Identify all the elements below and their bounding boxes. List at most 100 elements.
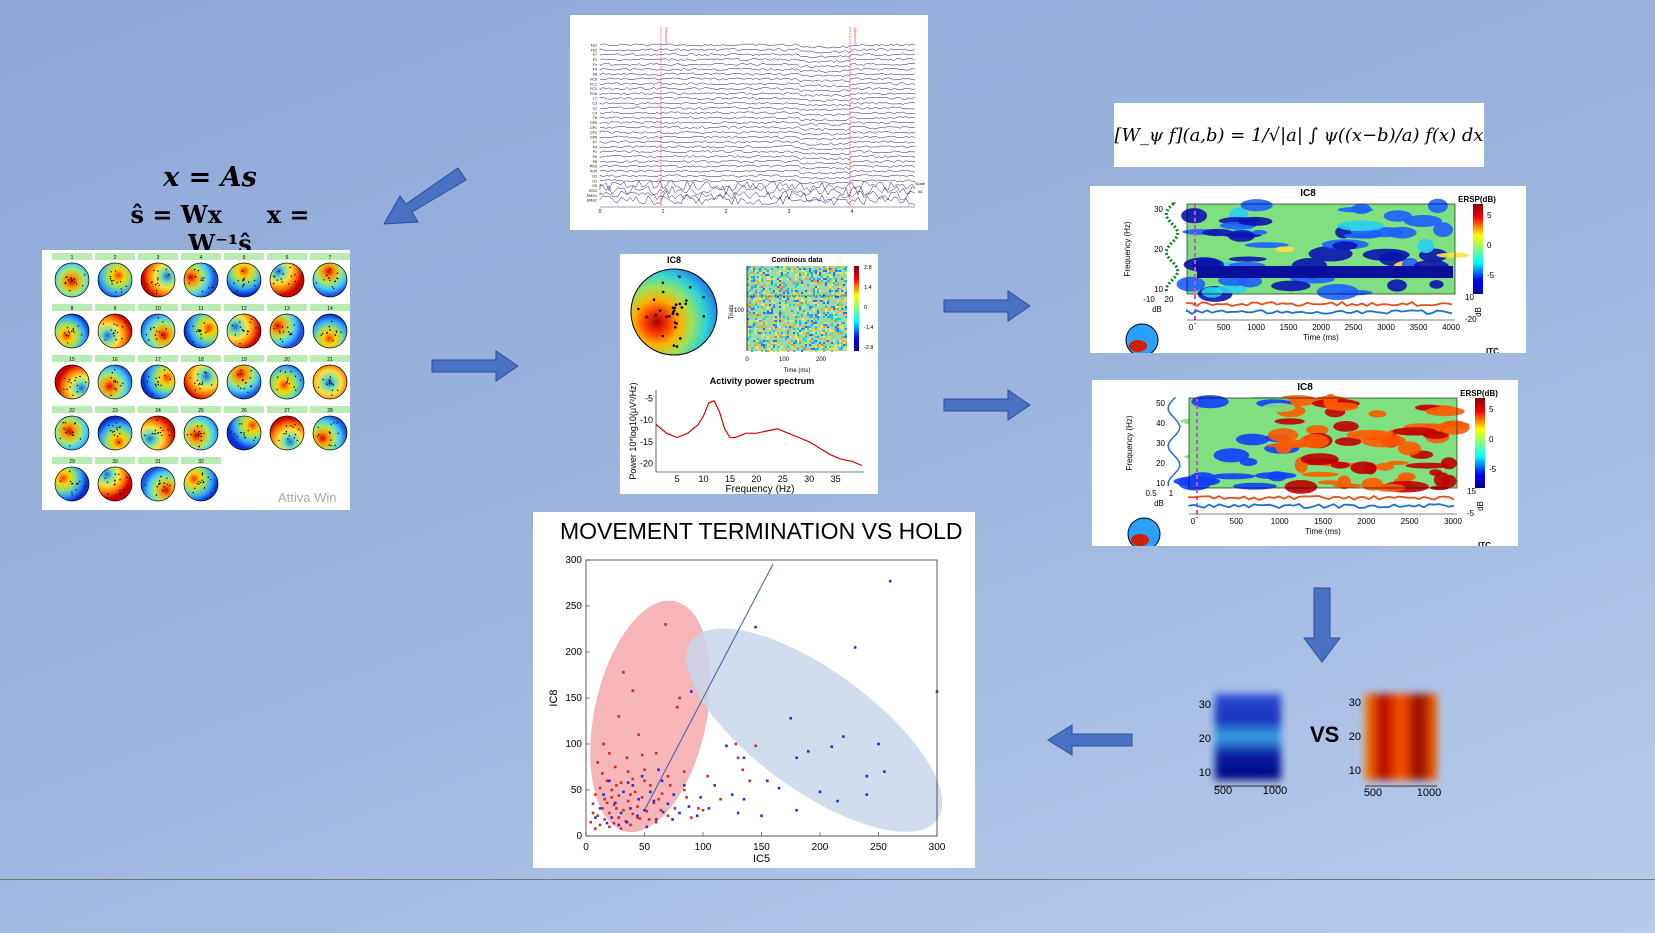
erpimage-pixel xyxy=(765,296,767,298)
scatter-point xyxy=(666,774,670,778)
topo-electrode xyxy=(247,429,249,432)
topo-label-bg xyxy=(138,457,178,464)
scatter-panel: MOVEMENT TERMINATION VS HOLD 0 50 100 150 20… xyxy=(533,512,975,868)
topo-electrode xyxy=(240,432,243,434)
erpimage-pixel xyxy=(813,318,815,320)
electrode-dot xyxy=(665,315,668,318)
topo-label: 14 xyxy=(327,306,333,312)
spec-x-tick: 5 xyxy=(675,474,680,484)
erpimage-pixel xyxy=(817,318,819,320)
topo-electrode xyxy=(147,375,150,378)
erpimage-pixel xyxy=(799,306,801,308)
ersp-itc-label: ITC xyxy=(1486,347,1499,353)
erpimage-pixel xyxy=(763,270,765,272)
erpimage-pixel xyxy=(819,300,821,302)
erpimage-pixel xyxy=(821,344,823,346)
erpimage-pixel xyxy=(773,286,775,288)
eeg-trace xyxy=(599,53,916,59)
erpimage-pixel xyxy=(795,296,797,298)
eeg-trace xyxy=(599,179,916,185)
erpimage-pixel xyxy=(785,338,787,340)
topo-electrode xyxy=(119,281,122,283)
erpimage-pixel xyxy=(773,292,775,294)
erpimage-pixel xyxy=(807,312,809,314)
erpimage-pixel xyxy=(751,272,753,274)
topo-electrode xyxy=(329,432,331,434)
scatter-point xyxy=(657,797,660,801)
topo-electrode xyxy=(66,327,69,329)
erpimage-pixel xyxy=(833,336,835,338)
erpimage-pixel xyxy=(755,322,757,324)
ersp-blob xyxy=(1271,280,1311,292)
erpimage-pixel xyxy=(761,336,763,338)
erpimage-pixel xyxy=(845,290,847,292)
topo-label-bg xyxy=(138,355,178,362)
erpimage-pixel xyxy=(819,282,821,284)
topo-electrode xyxy=(199,388,201,390)
erpimage-pixel xyxy=(829,266,831,268)
erpimage-pixel xyxy=(783,300,785,302)
scatter-point xyxy=(672,793,676,796)
erpimage-pixel xyxy=(749,344,751,346)
erpimage-pixel xyxy=(805,342,807,344)
erpimage-pixel xyxy=(807,340,809,342)
erpimage-pixel xyxy=(819,324,821,326)
erpimage-pixel xyxy=(807,326,809,328)
erpimage-pixel xyxy=(835,280,837,282)
erpimage-pixel xyxy=(825,304,827,306)
erpimage-pixel xyxy=(835,284,837,286)
erpimage-pixel xyxy=(773,290,775,292)
erpimage-pixel xyxy=(819,290,821,292)
erpimage-pixel xyxy=(789,326,791,328)
erpimage-pixel xyxy=(769,300,771,302)
topo-electrode xyxy=(63,388,65,391)
erpimage-pixel xyxy=(753,270,755,272)
erpimage-pixel xyxy=(799,278,801,280)
erpimage-pixel xyxy=(791,268,793,270)
erpimage-pixel xyxy=(753,272,755,274)
topo-label: 7 xyxy=(329,255,332,261)
topo-label-bg xyxy=(138,253,178,260)
erpimage-pixel xyxy=(765,326,767,328)
scatter-point xyxy=(695,814,699,818)
topo-electrode xyxy=(168,274,170,276)
erpimage-pixel xyxy=(777,336,779,338)
erpimage-pixel xyxy=(789,302,791,304)
topo-electrode xyxy=(337,432,339,434)
erpimage-pixel xyxy=(769,332,771,334)
erpimage-pixel xyxy=(803,310,805,312)
erpimage-pixel xyxy=(825,300,827,302)
erpimage-pixel xyxy=(843,314,845,316)
erpimage-pixel xyxy=(787,278,789,280)
ersp-title: IC8 xyxy=(1300,188,1316,199)
erpimage-pixel xyxy=(751,274,753,276)
erpimage-pixel xyxy=(771,282,773,284)
topo-label: 23 xyxy=(112,408,118,414)
erpimage-pixel xyxy=(805,312,807,314)
scatter-cluster-ellipse xyxy=(686,628,943,832)
erpimage-pixel xyxy=(813,332,815,334)
topo-electrode xyxy=(151,432,153,435)
erpimage-pixel xyxy=(827,326,829,328)
erpimage-pixel xyxy=(757,274,759,276)
erpimage-pixel xyxy=(755,282,757,284)
erpimage-pixel xyxy=(771,348,773,350)
erpimage-pixel xyxy=(829,330,831,332)
erpimage-pixel xyxy=(779,276,781,278)
topo-electrode xyxy=(279,370,282,372)
ersp-blob xyxy=(1235,433,1270,446)
topo-electrode xyxy=(201,474,203,476)
erpimage-pixel xyxy=(767,294,769,296)
erpimage-pixel xyxy=(839,340,841,342)
erpimage-pixel xyxy=(751,296,753,298)
topo-electrode xyxy=(334,334,336,336)
erpimage-pixel xyxy=(825,284,827,286)
erpimage-pixel xyxy=(787,316,789,318)
erpimage-pixel xyxy=(761,286,763,288)
ica-equation-2: ŝ = Wx x = W⁻¹ŝ xyxy=(100,200,340,258)
erpimage-pixel xyxy=(837,266,839,268)
topo-electrode xyxy=(194,382,196,384)
topo-electrode xyxy=(203,487,206,489)
erpimage-pixel xyxy=(817,312,819,314)
